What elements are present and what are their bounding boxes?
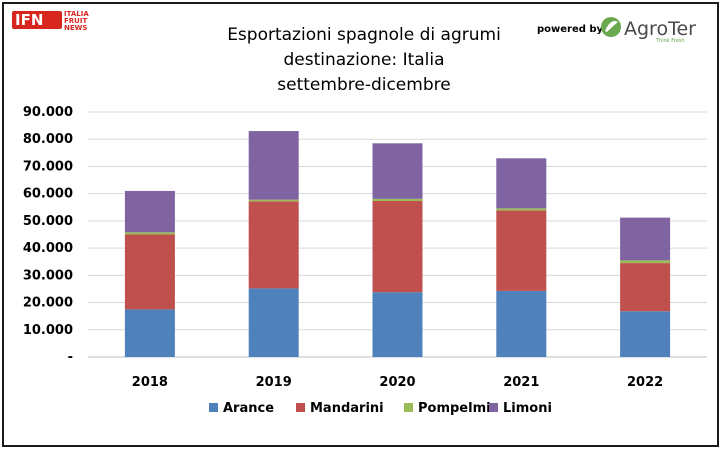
bar-segment-pompelmi [620,260,671,264]
legend-label-arance: Arance [223,401,274,416]
x-tick-label: 2018 [132,375,168,390]
bar-segment-arance [372,292,423,357]
chart-title-line-3: settembre-dicembre [277,75,450,95]
chart-title: Esportazioni spagnole di agrumi destinaz… [227,25,501,95]
bar-segment-arance [248,288,299,357]
bar-segment-limoni [372,143,423,199]
x-tick-label: 2021 [503,375,539,390]
legend: Arance Mandarini Pompelmi Limoni [209,401,552,416]
bars [124,131,671,357]
chart-title-line-2: destinazione: Italia [283,50,444,70]
y-tick-label: 30.000 [23,268,73,283]
legend-swatch-pompelmi [404,403,413,412]
x-axis-ticks: 2018 2019 2020 2021 2022 [132,375,663,390]
y-tick-label: 80.000 [23,132,73,147]
bar-segment-mandarini [248,201,299,289]
agroter-leaf-detail-icon [605,21,618,32]
bar-segment-pompelmi [248,199,299,202]
ifn-logo-text: IFN [15,11,43,29]
agroter-logo: powered by AgroTer Think Fresh [537,17,696,44]
x-tick-label: 2022 [627,375,663,390]
legend-label-limoni: Limoni [503,401,552,416]
ifn-logo-line-1: ITALIA [64,10,89,18]
ifn-logo-line-3: NEWS [64,24,87,32]
ifn-logo-box [12,11,62,29]
chart-title-line-1: Esportazioni spagnole di agrumi [227,25,501,45]
y-tick-label: - [68,350,73,365]
bar-segment-arance [620,311,671,357]
x-tick-label: 2019 [256,375,292,390]
legend-swatch-mandarini [296,403,305,412]
legend-label-mandarini: Mandarini [310,401,384,416]
agroter-tagline: Think Fresh [655,38,685,44]
y-tick-label: 70.000 [23,159,73,174]
legend-label-pompelmi: Pompelmi [418,401,491,416]
x-tick-label: 2020 [379,375,415,390]
bar-segment-pompelmi [496,208,547,211]
bar-segment-mandarini [124,234,175,310]
bar-segment-mandarini [496,210,547,291]
ifn-logo-line-2: FRUIT [64,17,87,25]
agroter-logo-text: AgroTer [624,18,696,40]
y-tick-label: 20.000 [23,296,73,311]
bar-segment-limoni [248,131,299,200]
bar-segment-mandarini [372,201,423,293]
y-axis-ticks: - 10.000 20.000 30.000 40.000 50.000 60.000 70.… [23,105,73,365]
ifn-logo: IFN ITALIA FRUIT NEWS [12,10,89,32]
bar-segment-mandarini [620,263,671,312]
powered-by-label: powered by [537,24,604,35]
legend-swatch-limoni [489,403,498,412]
bar-segment-limoni [620,217,671,261]
bar-segment-limoni [124,190,175,233]
bar-segment-arance [124,309,175,357]
y-tick-label: 90.000 [23,105,73,120]
y-tick-label: 50.000 [23,214,73,229]
y-tick-label: 10.000 [23,323,73,338]
bar-segment-pompelmi [124,232,175,235]
bar-segment-limoni [496,158,547,209]
bar-segment-arance [496,290,547,357]
legend-swatch-arance [209,403,218,412]
bar-segment-pompelmi [372,198,423,202]
chart: IFN ITALIA FRUIT NEWS Esportazioni spagn… [12,10,707,416]
y-tick-label: 40.000 [23,241,73,256]
y-tick-label: 60.000 [23,187,73,202]
